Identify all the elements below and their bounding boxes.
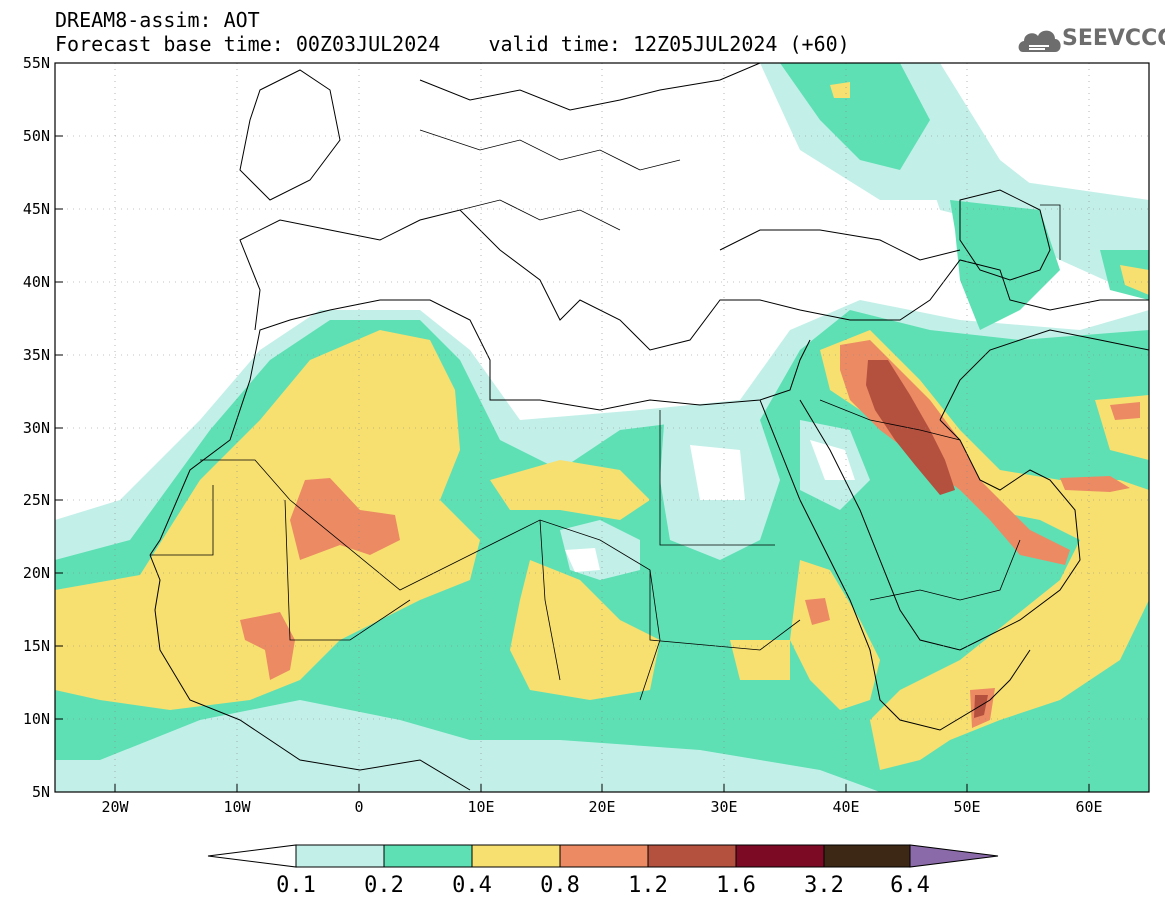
colorbar: 0.1 0.2 0.4 0.8 1.2 1.6 3.2 6.4 (207, 844, 999, 898)
lon-label: 20W (101, 798, 129, 816)
lat-label: 25N (23, 491, 50, 509)
coastlines (149, 63, 1149, 791)
colorbar-label: 3.2 (804, 873, 844, 898)
colorbar-swatch (471, 844, 561, 868)
lat-label: 15N (23, 637, 50, 655)
lon-label: 0 (354, 798, 363, 816)
colorbar-label: 6.4 (890, 873, 930, 898)
colorbar-label: 1.2 (628, 873, 668, 898)
grid (55, 63, 1149, 792)
colorbar-label: 0.8 (540, 873, 580, 898)
colorbar-label: 0.1 (276, 873, 316, 898)
lat-labels: 55N 50N 45N 40N 35N 30N 25N 20N 15N 10N … (23, 54, 50, 801)
lat-label: 5N (32, 783, 50, 801)
logo-text: SEEVCCC (1062, 26, 1165, 51)
lat-label: 55N (23, 54, 50, 72)
lat-label: 30N (23, 419, 50, 437)
forecast-time-line: Forecast base time: 00Z03JUL2024 valid t… (55, 32, 850, 56)
lon-label: 10E (467, 798, 494, 816)
lat-label: 10N (23, 710, 50, 728)
colorbar-swatch (383, 844, 473, 868)
colorbar-swatch (735, 844, 825, 868)
lat-label: 40N (23, 273, 50, 291)
lon-label: 20E (588, 798, 615, 816)
axis-ticks (55, 135, 1090, 792)
aot-contours (55, 63, 1149, 792)
lat-label: 50N (23, 127, 50, 145)
lat-label: 35N (23, 346, 50, 364)
lon-label: 10W (223, 798, 251, 816)
colorbar-swatch (647, 844, 737, 868)
map-title: DREAM8-assim: AOT (55, 8, 260, 32)
lon-label: 30E (710, 798, 737, 816)
colorbar-swatch (559, 844, 649, 868)
colorbar-label: 0.4 (452, 873, 492, 898)
country-borders (150, 129, 1061, 701)
lon-label: 50E (953, 798, 980, 816)
colorbar-swatch (295, 844, 385, 868)
colorbar-high-arrow (909, 844, 999, 868)
colorbar-label: 1.6 (716, 873, 756, 898)
cloud-icon (1018, 30, 1061, 52)
lon-labels: 20W 10W 0 10E 20E 30E 40E 50E 60E (101, 798, 1102, 816)
lon-label: 60E (1075, 798, 1102, 816)
colorbar-swatch (823, 844, 911, 868)
lat-label: 45N (23, 200, 50, 218)
colorbar-label: 0.2 (364, 873, 404, 898)
lat-label: 20N (23, 564, 50, 582)
lon-label: 40E (832, 798, 859, 816)
colorbar-low-arrow (207, 844, 297, 868)
